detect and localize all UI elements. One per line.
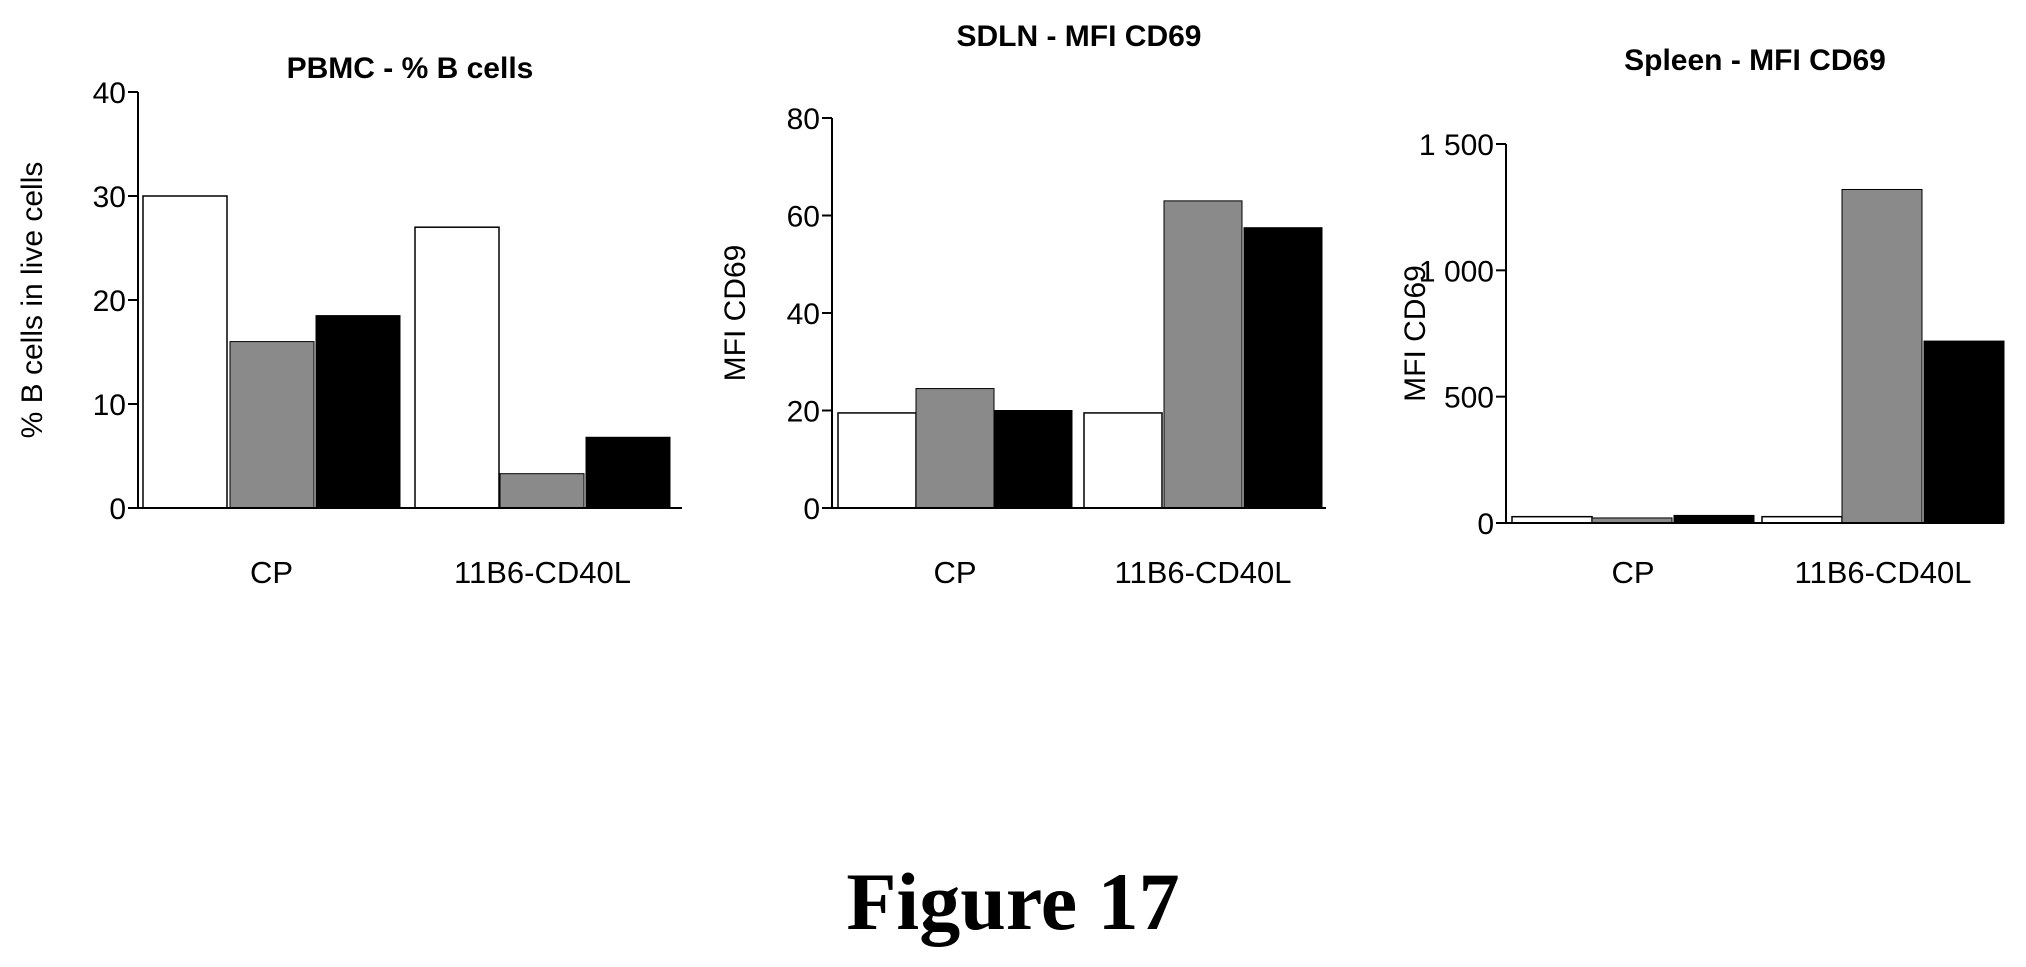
- bar: [229, 341, 315, 509]
- bar: [414, 226, 500, 509]
- y-tick-label: 0: [803, 493, 820, 526]
- bar: [142, 195, 228, 509]
- x-category-label: 11B6-CD40L: [454, 555, 631, 590]
- y-tick-label: 40: [787, 298, 820, 331]
- x-category-label: 11B6-CD40L: [1115, 555, 1292, 590]
- x-category-label: CP: [933, 555, 976, 590]
- y-tick-label: 500: [1444, 382, 1494, 415]
- bar: [915, 388, 995, 509]
- x-category-label: CP: [1611, 555, 1654, 590]
- y-tick-label: 80: [787, 103, 820, 136]
- y-tick-label: 60: [787, 201, 820, 234]
- bar: [585, 436, 671, 509]
- y-tick-label: 20: [787, 396, 820, 429]
- y-tick-label: 10: [93, 389, 126, 422]
- chart-1: PBMC - % B cells % B cells in live cells 0…: [16, 52, 682, 590]
- y-tick-label: 20: [93, 285, 126, 318]
- bar: [315, 315, 401, 509]
- y-tick-label: 1 000: [1419, 255, 1494, 288]
- y-tick-label: 40: [93, 77, 126, 110]
- chart-title: Spleen - MFI CD69: [1624, 44, 1886, 77]
- chart-3: Spleen - MFI CD69 MFI CD69 0 500 1 000 1 500 C…: [1399, 44, 2005, 590]
- y-tick-label: 0: [1477, 508, 1494, 541]
- bar: [1163, 200, 1243, 509]
- bar: [993, 410, 1073, 509]
- bar: [1243, 227, 1323, 509]
- bar: [1923, 340, 2005, 524]
- x-category-label: CP: [250, 555, 293, 590]
- y-axis-label: MFI CD69: [1399, 265, 1432, 402]
- chart-2: SDLN - MFI CD69 MFI CD69 0 20 40 60 80 CP 11B6-C…: [719, 20, 1326, 590]
- bar: [499, 473, 585, 509]
- bar: [837, 412, 917, 509]
- chart-title: PBMC - % B cells: [287, 52, 534, 85]
- y-tick-label: 1 500: [1419, 129, 1494, 162]
- x-category-label: 11B6-CD40L: [1795, 555, 1972, 590]
- bar: [1083, 412, 1163, 509]
- bar: [1841, 188, 1923, 524]
- y-axis-label: % B cells in live cells: [16, 162, 49, 439]
- y-tick-label: 0: [109, 493, 126, 526]
- y-axis-label: MFI CD69: [719, 245, 752, 382]
- figure-caption: Figure 17: [846, 856, 1180, 947]
- chart-title: SDLN - MFI CD69: [956, 20, 1201, 53]
- y-tick-label: 30: [93, 181, 126, 214]
- bar: [1673, 514, 1755, 524]
